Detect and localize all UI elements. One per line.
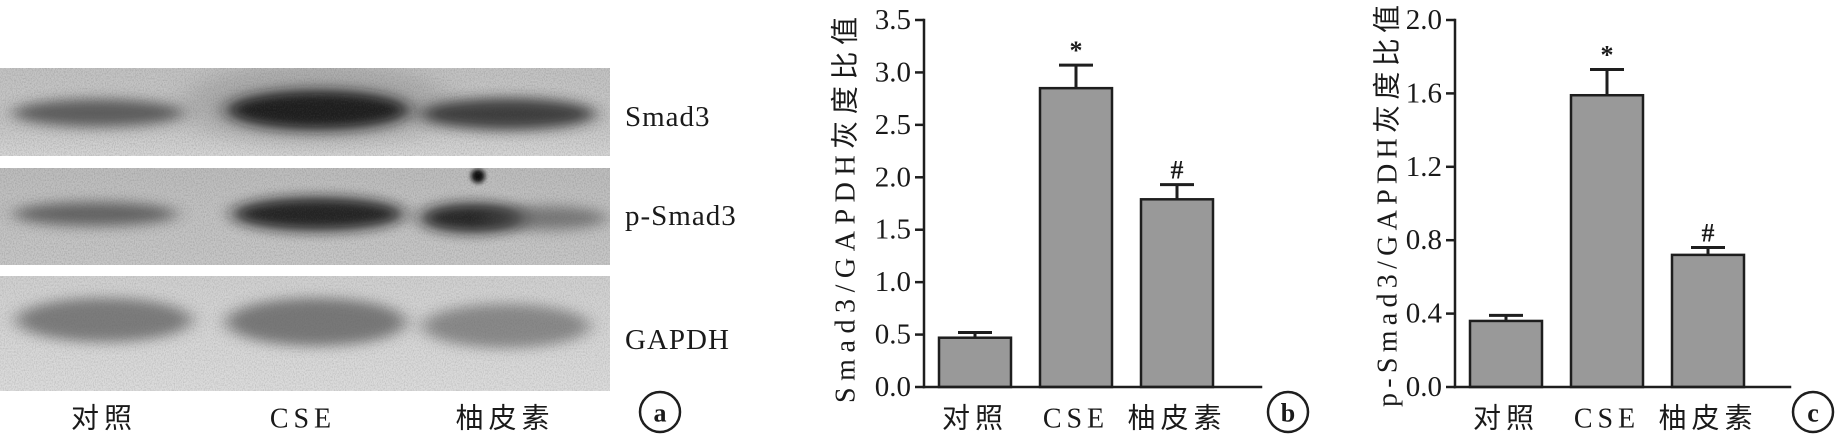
blot-grain-texture — [0, 168, 610, 265]
smad3-chart-significance-marker-cse: * — [1070, 36, 1083, 65]
smad3-chart-x-tick-label-control: 对照 — [942, 403, 1008, 435]
p-smad3-chart-bar-control — [1468, 319, 1544, 389]
p-smad3-chart-y-tick-label-3: 1.2 — [1406, 151, 1442, 183]
blot-row-label-p-smad3: p-Smad3 — [625, 200, 737, 232]
p-smad3-chart-y-tick-label-4: 1.6 — [1406, 77, 1442, 109]
p-smad3-chart-significance-marker-cse: * — [1601, 41, 1614, 70]
panel-badge-a: a — [638, 390, 682, 434]
p-smad3-chart-y-tick-label-1: 0.4 — [1406, 298, 1443, 330]
blot-lane-label-cse: CSE — [270, 404, 336, 435]
blot-grain-texture — [0, 68, 610, 156]
smad3-chart-y-tick-label-5: 2.5 — [875, 109, 911, 141]
blot-row-label-smad3: Smad3 — [625, 101, 711, 133]
smad3-chart-bar-control — [937, 336, 1013, 389]
smad3-chart-bar-naringenin — [1139, 198, 1215, 389]
smad3-chart-y-tick-label-6: 3.0 — [875, 56, 911, 88]
smad3-chart-y-axis-title: Smad3/GAPDH灰度比值 — [830, 17, 862, 403]
p-smad3-chart-y-tick-label-5: 2.0 — [1406, 4, 1442, 36]
p-smad3-chart-x-tick-label-control: 对照 — [1473, 403, 1539, 435]
panel-letter: a — [654, 399, 667, 428]
smad3-chart-significance-marker-naringenin: # — [1171, 156, 1184, 185]
p-smad3-chart-y-tick-label-2: 0.8 — [1406, 224, 1442, 256]
p-smad3-chart-y-axis-title: p-Smad3/GAPDH灰度比值 — [1372, 5, 1404, 407]
p-smad3-chart-bar-naringenin — [1670, 253, 1746, 389]
blot-grain-texture — [0, 276, 610, 391]
p-smad3-chart-y-tick-label-0: 0.0 — [1406, 371, 1442, 403]
smad3-chart-y-tick-label-0: 0.0 — [875, 371, 911, 403]
blot-lane-label-naringenin: 柚皮素 — [455, 403, 554, 435]
blot-lane-label-control: 对照 — [71, 403, 137, 435]
smad3-chart-y-tick-label-2: 1.0 — [875, 266, 911, 298]
smad3-chart-bar-cse — [1038, 86, 1114, 389]
blot-strip-smad3 — [0, 68, 610, 156]
panel-badge-circle — [638, 390, 682, 434]
panel-letter: c — [1807, 399, 1819, 428]
p-smad3-chart-x-tick-label-cse: CSE — [1574, 404, 1640, 435]
blot-strip-p-smad3 — [0, 168, 610, 265]
panel-badge-c: c — [1791, 390, 1835, 434]
smad3-chart-y-tick-label-3: 1.5 — [875, 214, 911, 246]
blot-strip-gapdh — [0, 276, 610, 391]
smad3-chart-x-tick-label-naringenin: 柚皮素 — [1127, 403, 1226, 435]
panel-letter: b — [1281, 399, 1295, 428]
panel-badge-circle — [1791, 390, 1835, 434]
p-smad3-chart: 对照 * CSE # 柚皮素 0.0 0.4 0.8 1.2 1.6 2.0p-Smad3/GAPD… — [1372, 4, 1835, 435]
smad3-chart: 对照 * CSE # 柚皮素 0.0 0.5 1.0 1.5 2.0 2.5 3.0 3.5 Smad3/… — [830, 4, 1310, 435]
blot-panel: Smad3 p-Smad3 GAPDH 对照 CSE 柚皮素 a — [0, 68, 737, 435]
p-smad3-chart-significance-marker-naringenin: # — [1702, 219, 1715, 248]
panel-badge-b: b — [1266, 390, 1310, 434]
panel-badge-circle — [1266, 390, 1310, 434]
smad3-chart-y-tick-label-7: 3.5 — [875, 4, 911, 36]
blot-row-label-gapdh: GAPDH — [625, 324, 730, 356]
p-smad3-chart-bar-cse — [1569, 93, 1645, 389]
smad3-chart-y-tick-label-4: 2.0 — [875, 161, 911, 193]
smad3-chart-x-tick-label-cse: CSE — [1043, 404, 1109, 435]
smad3-chart-y-tick-label-1: 0.5 — [875, 319, 911, 351]
p-smad3-chart-x-tick-label-naringenin: 柚皮素 — [1658, 403, 1757, 435]
